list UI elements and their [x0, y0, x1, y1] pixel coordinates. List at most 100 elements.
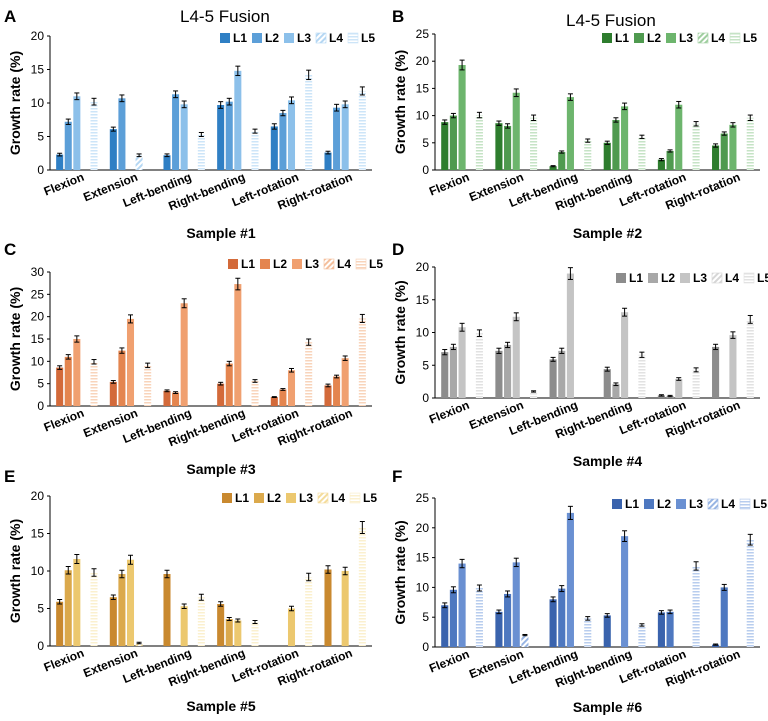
legend-swatch-l1	[222, 493, 232, 503]
x-axis-label: Sample #5	[186, 698, 255, 714]
bar-l5	[90, 101, 98, 170]
legend-swatch-l2	[260, 259, 270, 269]
legend-label-l3: L3	[679, 31, 693, 45]
bar-l3	[180, 606, 188, 646]
legend-label-l1: L1	[235, 491, 249, 505]
bar-l5	[305, 342, 313, 406]
legend-swatch-l5	[355, 258, 367, 270]
legend-swatch-l1	[228, 259, 238, 269]
legend-label-l2: L2	[647, 31, 661, 45]
y-tick-label: 15	[31, 527, 45, 541]
legend-swatch-l5	[349, 492, 361, 504]
bar-l2	[225, 101, 233, 170]
legend-label-l4: L4	[725, 271, 739, 285]
bar-l2	[504, 593, 512, 647]
bar-l3	[512, 562, 520, 647]
legend-label-l1: L1	[629, 271, 643, 285]
y-tick-label: 20	[31, 29, 45, 43]
legend-label-l4: L4	[711, 31, 725, 45]
bar-l2	[333, 376, 341, 406]
y-tick-label: 10	[416, 109, 430, 123]
bar-l1	[109, 597, 117, 646]
bar-l3	[512, 92, 520, 170]
y-axis-label: Growth rate (%)	[392, 50, 408, 154]
legend-label-l2: L2	[273, 257, 287, 271]
y-tick-label: 15	[416, 551, 430, 565]
bar-l5	[90, 361, 98, 406]
bar-l3	[341, 104, 349, 170]
bar-l5	[90, 572, 98, 646]
y-tick-label: 10	[31, 96, 45, 110]
category-label: Flexion	[427, 170, 471, 199]
bar-l4	[135, 643, 143, 646]
legend-swatch-l3	[680, 273, 690, 283]
bar-l1	[657, 395, 665, 398]
bar-l2	[64, 121, 72, 170]
bar-l2	[118, 98, 126, 170]
legend-label-l5: L5	[369, 257, 383, 271]
legend-swatch-l5	[729, 32, 741, 44]
bar-l1	[217, 383, 225, 406]
bar-l2	[64, 356, 72, 406]
legend-swatch-l5	[347, 32, 359, 44]
legend-swatch-l4	[317, 492, 329, 504]
y-axis-label: Growth rate (%)	[7, 51, 23, 155]
bar-l5	[305, 74, 313, 170]
bar-l2	[612, 384, 620, 398]
bar-l3	[458, 65, 466, 170]
bar-l1	[56, 601, 64, 646]
legend-label-l2: L2	[265, 31, 279, 45]
figure-title-left: L4-5 Fusion	[180, 7, 270, 26]
bar-l5	[692, 369, 700, 398]
bar-l3	[341, 571, 349, 646]
bar-l1	[495, 611, 503, 647]
bar-l2	[118, 574, 126, 646]
bar-l1	[56, 154, 64, 170]
bar-l3	[180, 104, 188, 170]
bar-l1	[495, 350, 503, 398]
bar-l1	[441, 122, 449, 170]
legend-swatch-l3	[286, 493, 296, 503]
bar-l1	[270, 126, 278, 170]
legend-swatch-l4	[315, 32, 327, 44]
bar-l5	[746, 319, 754, 398]
y-tick-label: 25	[31, 287, 45, 301]
bar-l1	[712, 145, 720, 170]
bar-l5	[251, 131, 259, 170]
bar-l3	[287, 608, 296, 646]
y-axis-label: Growth rate (%)	[392, 280, 408, 384]
bar-l3	[73, 559, 81, 646]
bar-l3	[458, 563, 466, 647]
bar-l3	[675, 379, 683, 398]
bar-l3	[729, 335, 737, 398]
legend-label-l1: L1	[615, 31, 629, 45]
bar-l3	[621, 312, 629, 398]
bar-l3	[73, 339, 81, 406]
legend-swatch-l1	[612, 499, 622, 509]
bar-l5	[305, 577, 313, 646]
legend-swatch-l4	[711, 272, 723, 284]
y-tick-label: 5	[422, 358, 429, 372]
bar-l3	[287, 100, 296, 170]
bar-l1	[217, 604, 225, 646]
y-tick-label: 0	[37, 163, 44, 177]
y-tick-label: 20	[416, 260, 430, 274]
bar-l2	[720, 133, 728, 170]
bar-l1	[495, 123, 503, 170]
bar-l5	[692, 123, 700, 170]
bar-l5	[584, 618, 592, 647]
y-axis-label: Growth rate (%)	[392, 520, 408, 624]
bar-l1	[56, 367, 64, 406]
bar-l3	[234, 70, 242, 170]
legend-label-l2: L2	[657, 497, 671, 511]
bar-l2	[449, 115, 457, 170]
bar-l2	[449, 589, 457, 647]
bar-l1	[163, 574, 171, 646]
legend-label-l3: L3	[693, 271, 707, 285]
bar-l1	[109, 381, 117, 406]
